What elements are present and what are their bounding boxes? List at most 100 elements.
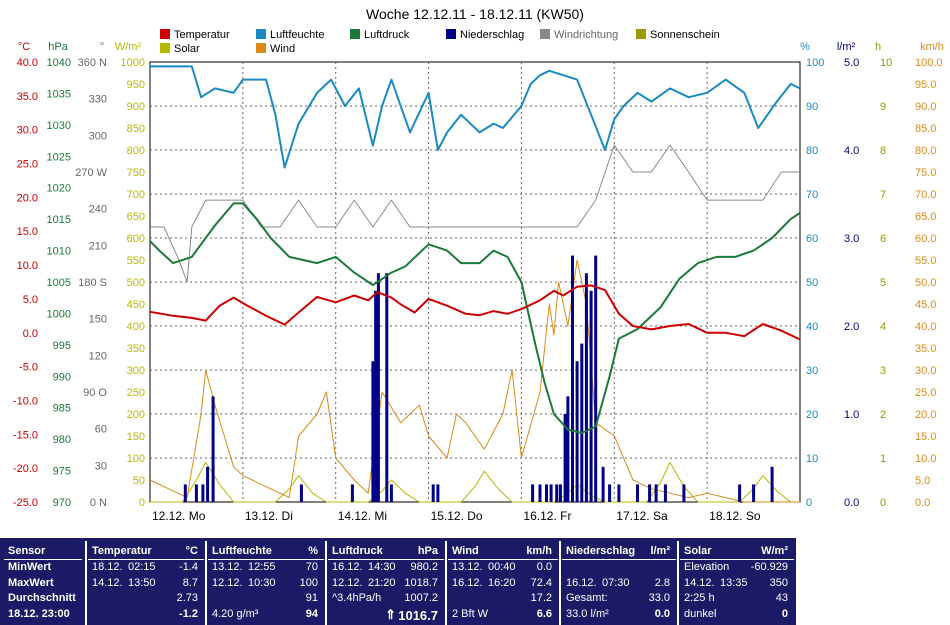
tick-label-solar: 550 (127, 255, 145, 267)
stats-value: 1016.7 (398, 607, 438, 623)
tick-label-temperature: 35.0 (17, 91, 38, 103)
tick-label-solar: 800 (127, 145, 145, 157)
stats-blank-area (796, 538, 950, 625)
stats-value: 2.73 (176, 592, 198, 604)
rain-bar (580, 343, 584, 502)
stats-date: 13.12. (452, 561, 483, 573)
tick-label-solar: 1000 (121, 57, 145, 69)
tick-label-pressure: 1005 (47, 277, 71, 289)
stats-date: 12.12. (332, 576, 363, 589)
stats-separator (85, 541, 87, 625)
tick-label-solar: 350 (127, 343, 145, 355)
rain-bar (376, 273, 380, 502)
stats-value: 1018.7 (404, 576, 438, 589)
stats-value: 350 (769, 576, 788, 589)
stats-col-rain: Niederschlag l/m² 16.12. 07:30 2.8 Gesamt: 3… (562, 544, 676, 625)
stats-header: Luftfeuchte (212, 545, 272, 557)
series-pressure (149, 202, 801, 434)
stats-note: 33.0 l/m² (566, 607, 609, 620)
stats-value: 70 (305, 561, 318, 573)
stats-value: 91 (305, 592, 318, 604)
tick-label-solar: 250 (127, 387, 145, 399)
x-tick-label: 18.12. So (709, 509, 761, 523)
stats-time: 07:30 (602, 576, 630, 589)
rain-bar (682, 484, 686, 502)
tick-label-sunshine: 9 (880, 101, 886, 113)
stats-note: ^3.4hPa/h (332, 592, 382, 604)
rain-bar (563, 414, 567, 502)
rain-bar (431, 484, 435, 502)
axis-unit-sunshine: h (875, 41, 881, 53)
chart-svg: Woche 12.12.11 - 18.12.11 (KW50) Temperat… (13, 6, 944, 523)
tick-label-solar: 200 (127, 409, 145, 421)
tick-label-wind: 70.0 (915, 189, 936, 201)
stats-time: 21:20 (368, 576, 396, 589)
series-wind (149, 259, 800, 503)
stats-header: Sensor (8, 545, 46, 557)
tick-label-direction: 30 (95, 460, 107, 472)
axis-unit-direction: ° (100, 41, 104, 53)
tick-label-temperature: -15.0 (13, 429, 38, 441)
tick-label-pressure: 1025 (47, 151, 71, 163)
tick-label-sunshine: 3 (880, 365, 886, 377)
rain-bar (584, 273, 588, 502)
trend-icon: ⇑ (385, 606, 396, 622)
legend-swatch (256, 29, 266, 39)
tick-label-wind: 50.0 (915, 277, 936, 289)
tick-label-solar: 0 (139, 497, 145, 509)
rain-bar (545, 484, 548, 502)
legend-swatch (350, 29, 360, 39)
tick-label-humidity: 40 (806, 321, 818, 333)
rain-bar (663, 484, 667, 502)
stats-label: Durchschnitt (8, 592, 76, 604)
stats-header: Luftdruck (332, 545, 383, 557)
stats-time: 16:20 (488, 576, 516, 589)
rain-bar (371, 361, 375, 502)
tick-label-wind: 75.0 (915, 167, 936, 179)
tick-label-temperature: 0.0 (23, 328, 38, 340)
legend-swatch (256, 43, 266, 53)
rain-bar (601, 466, 605, 502)
tick-label-wind: 5.0 (915, 475, 930, 487)
tick-label-wind: 10.0 (915, 453, 936, 465)
rain-bar (752, 484, 756, 502)
stats-note: 2 Bft W (452, 607, 489, 620)
tick-label-wind: 65.0 (915, 211, 936, 223)
rain-bar (648, 484, 652, 502)
stats-separator (325, 541, 327, 625)
axis-unit-humidity: % (800, 41, 810, 53)
stats-note: 4.20 g/m³ (212, 607, 259, 620)
tick-label-humidity: 60 (806, 233, 818, 245)
axis-unit-wind: km/h (920, 41, 944, 53)
rain-bar (571, 255, 574, 502)
tick-label-direction: 120 (89, 350, 107, 362)
tick-label-wind: 30.0 (915, 365, 936, 377)
stats-separator (205, 541, 207, 625)
tick-label-pressure: 980 (53, 434, 71, 446)
stats-separator (445, 541, 447, 625)
rain-bar (389, 484, 393, 502)
tick-label-humidity: 90 (806, 101, 818, 113)
tick-label-solar: 50 (133, 475, 145, 487)
rain-bar (538, 484, 542, 502)
legend-swatch (636, 29, 646, 39)
rain-bar (770, 466, 774, 502)
tick-label-wind: 60.0 (915, 233, 936, 245)
stats-value: 0.0 (654, 607, 670, 620)
legend-label: Niederschlag (460, 29, 524, 41)
stats-note: Elevation (684, 561, 730, 573)
stats-time: 12:55 (248, 561, 276, 573)
tick-label-solar: 150 (127, 431, 145, 443)
tick-label-temperature: -5.0 (19, 362, 38, 374)
chart-title: Woche 12.12.11 - 18.12.11 (KW50) (366, 6, 584, 22)
rain-bar (617, 484, 621, 502)
stats-value: 33.0 (648, 592, 670, 604)
stats-date: 16.12. (566, 576, 597, 589)
rain-bar (566, 396, 570, 502)
tick-label-pressure: 975 (53, 466, 71, 478)
tick-label-wind: 35.0 (915, 343, 936, 355)
tick-label-direction: 330 (89, 94, 107, 106)
tick-label-humidity: 30 (806, 365, 818, 377)
stats-value: 17.2 (530, 592, 552, 604)
series-humidity (150, 65, 801, 169)
